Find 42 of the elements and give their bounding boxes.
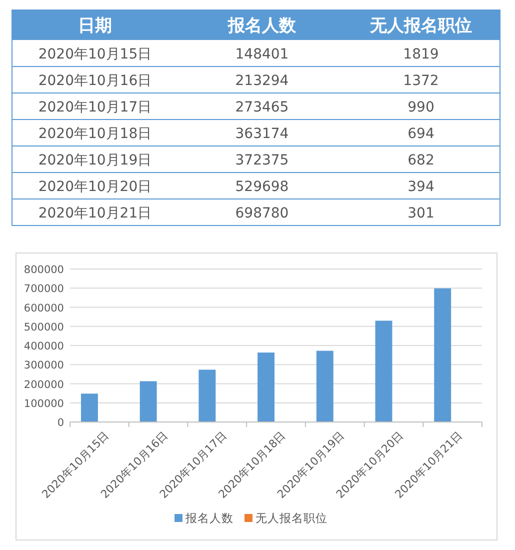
y-tick-label: 100000 <box>24 398 64 410</box>
data-label: 1372 <box>403 72 439 89</box>
data-label: 529698 <box>235 178 289 195</box>
data-label: 213294 <box>235 72 289 89</box>
category-label: 2020年10月20日 <box>38 178 152 195</box>
category-label: 2020年10月17日 <box>38 99 152 116</box>
data-label: 1819 <box>403 46 439 62</box>
category-label: 2020年10月16日 <box>38 72 152 89</box>
data-label: 301 <box>408 205 434 222</box>
y-tick-label: 600000 <box>24 302 64 314</box>
data-label: 394 <box>408 178 434 195</box>
text: 无人报名职位 <box>369 16 472 36</box>
data-label: 694 <box>408 126 434 142</box>
y-tick-label: 0 <box>57 417 64 429</box>
bar <box>80 394 98 422</box>
data-label: 698780 <box>235 205 289 222</box>
category-label: 2020年10月18日 <box>38 126 152 142</box>
data-label: 273465 <box>235 99 289 116</box>
y-tick-label: 700000 <box>24 283 64 296</box>
category-label: 2020年10月19日 <box>38 152 152 168</box>
data-label: 363174 <box>235 126 289 142</box>
data-label: 148401 <box>235 46 289 62</box>
legend-label: 无人报名职位 <box>256 511 328 525</box>
category-label: 2020年10月21日 <box>38 205 152 222</box>
data-label: 372375 <box>235 152 289 168</box>
bar <box>434 288 452 422</box>
y-tick-label: 500000 <box>24 321 64 334</box>
category-label: 2020年10月15日 <box>38 46 152 62</box>
text: 日期 <box>78 16 112 36</box>
bar <box>140 381 157 422</box>
y-tick-label: 400000 <box>24 340 64 352</box>
y-tick-label: 300000 <box>24 360 64 372</box>
y-tick-label: 200000 <box>24 378 64 391</box>
bar <box>316 350 334 422</box>
bar <box>258 352 275 422</box>
y-tick-label: 800000 <box>24 264 64 276</box>
legend-label: 报名人数 <box>184 511 234 525</box>
text: 报名人数 <box>227 16 297 36</box>
bar <box>198 370 216 422</box>
data-label: 682 <box>408 152 434 168</box>
bar <box>375 320 392 422</box>
data-label: 990 <box>408 99 434 116</box>
